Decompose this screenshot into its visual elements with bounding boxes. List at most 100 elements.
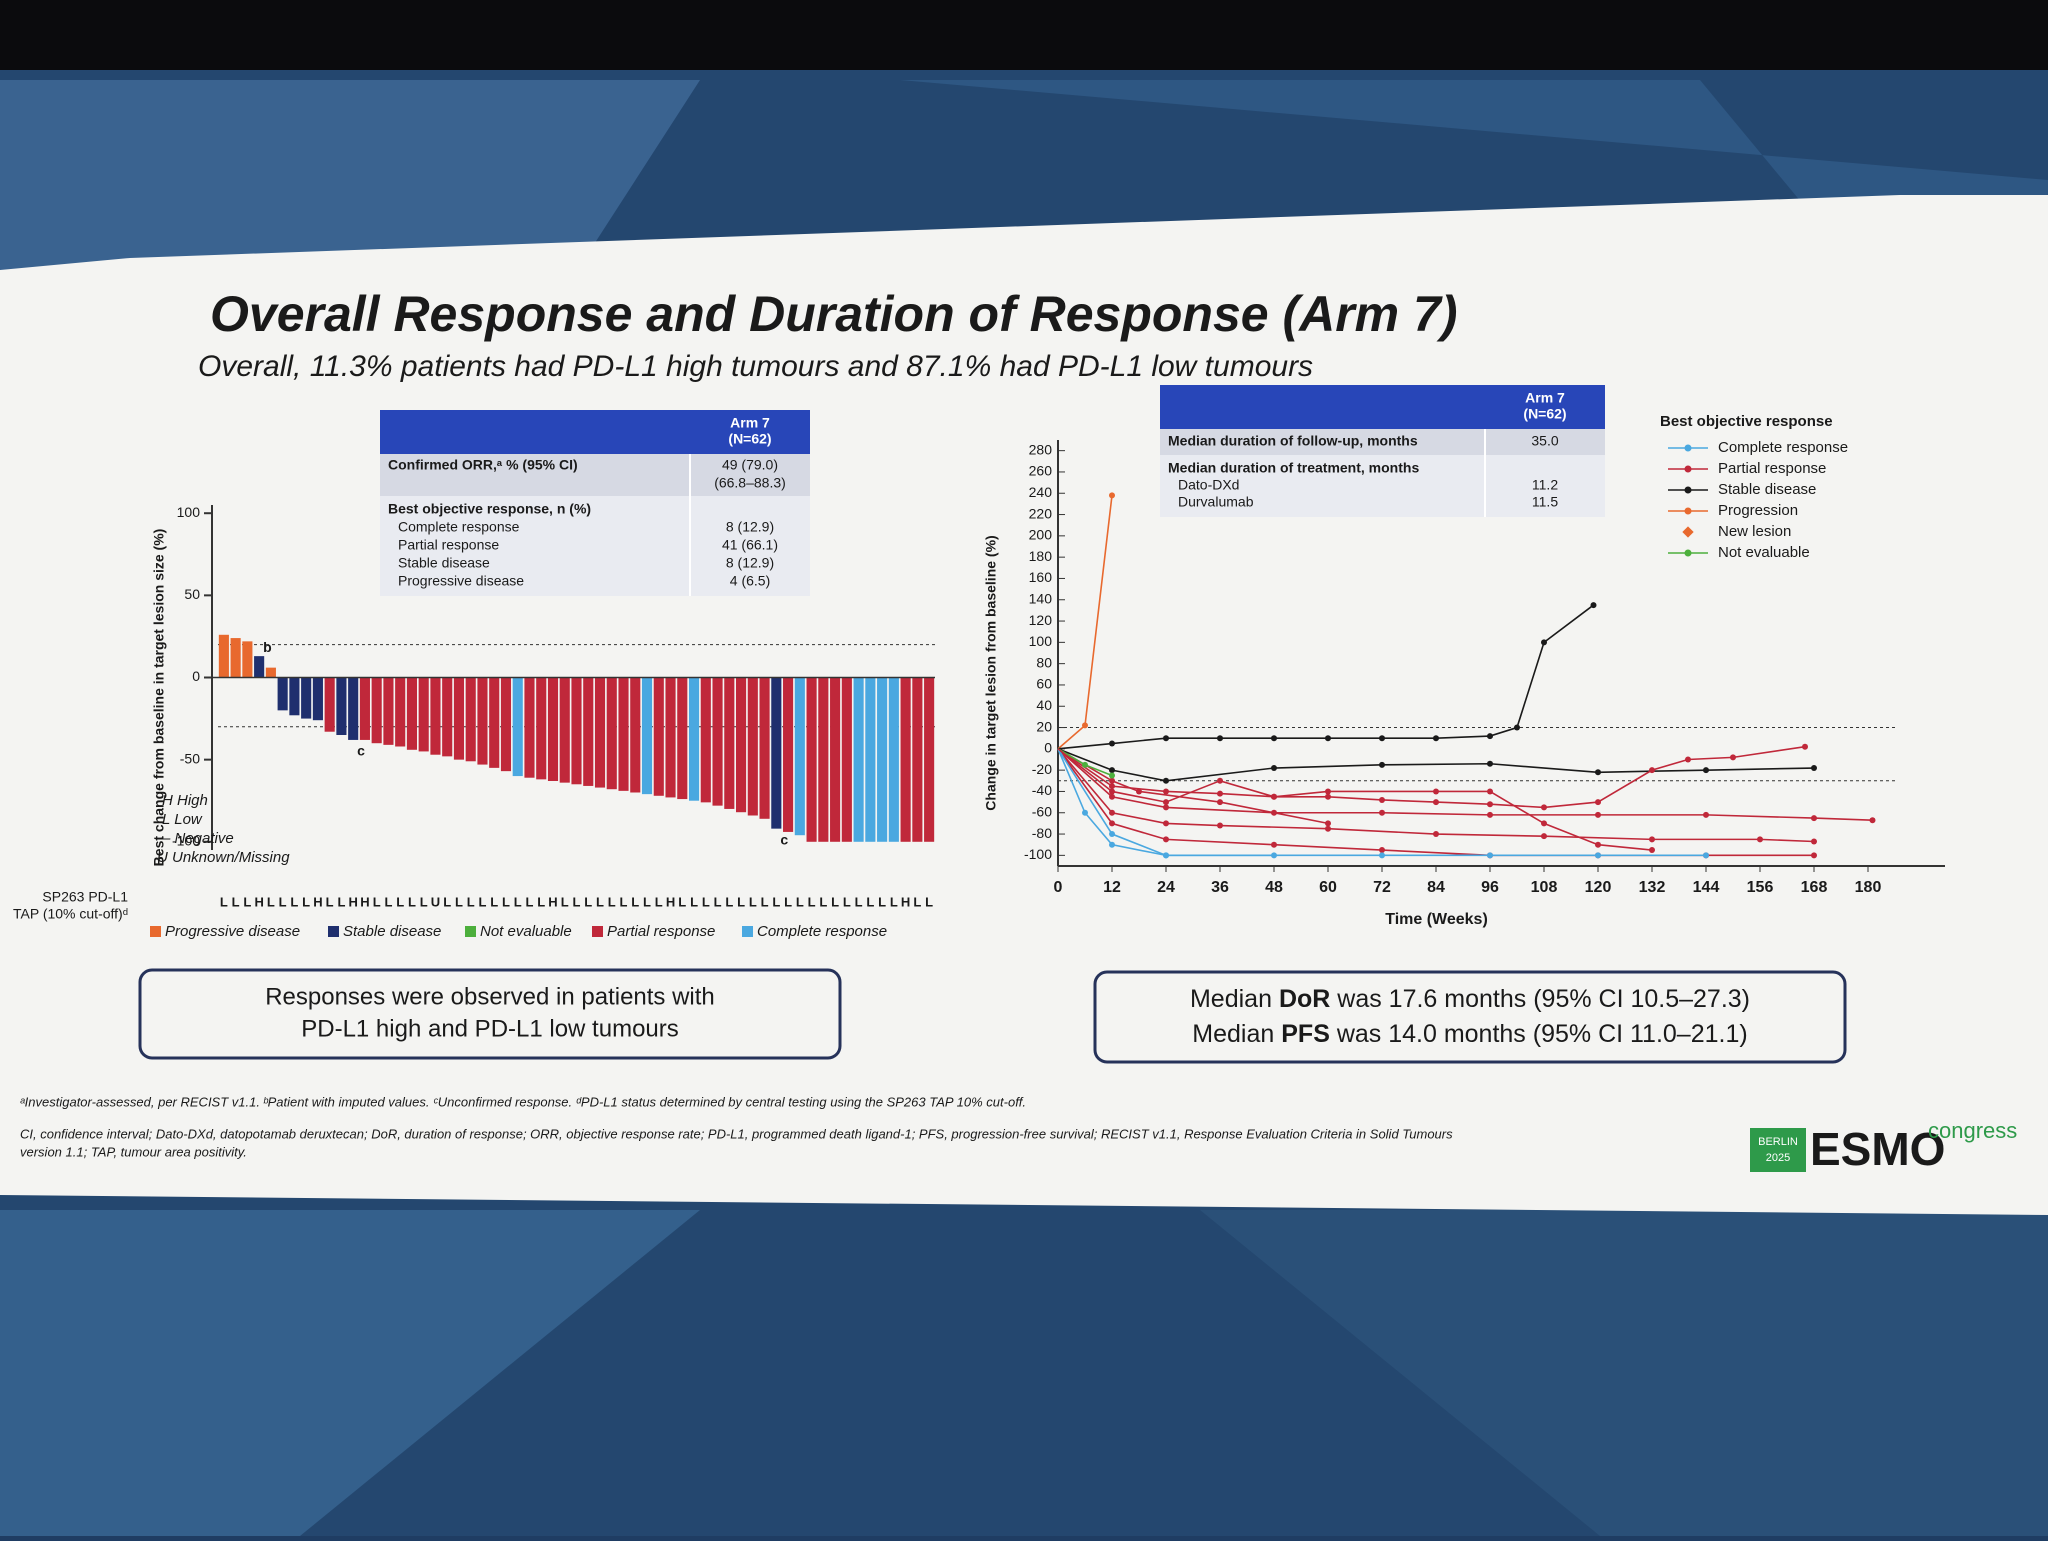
pdl1-status: L	[702, 894, 710, 909]
bar	[724, 677, 735, 809]
pdl1-label: SP263 PD-L1	[42, 889, 128, 905]
bar	[547, 677, 559, 781]
footnote: ᵃInvestigator-assessed, per RECIST v1.1.…	[20, 1094, 1026, 1109]
pdl1-status: L	[737, 894, 745, 909]
bar	[736, 677, 747, 813]
response-point	[1325, 788, 1331, 795]
bar	[524, 677, 535, 778]
pdl1-status: L	[490, 894, 498, 909]
y-tick-label: 220	[1029, 505, 1053, 521]
response-point	[1163, 777, 1169, 784]
legend-label: Stable disease	[1718, 481, 1816, 498]
bar	[641, 677, 653, 795]
summary-part: PFS	[1281, 1020, 1330, 1048]
pdl1-status: L	[620, 894, 628, 909]
y-tick-label: -80	[1032, 825, 1052, 841]
bar	[371, 677, 382, 744]
legend-marker	[1682, 526, 1694, 538]
response-point	[1109, 740, 1115, 747]
legend-label: Partial response	[607, 923, 715, 940]
pdl1-status: L	[396, 894, 404, 909]
pdl1-status: L	[326, 894, 334, 909]
table-row	[380, 454, 810, 496]
response-point	[1487, 811, 1493, 818]
pdl1-status: L	[514, 894, 522, 909]
summary-text: PD-L1 high and PD-L1 low tumours	[301, 1015, 679, 1042]
pdl1-status: L	[796, 894, 804, 909]
bar	[606, 677, 617, 790]
response-point	[1163, 788, 1169, 795]
y-tick-label: -50	[180, 750, 200, 766]
table-value: 4 (6.5)	[730, 573, 770, 589]
response-point	[1271, 765, 1277, 772]
response-point	[1379, 735, 1385, 742]
response-point	[1109, 841, 1115, 848]
footnote: CI, confidence interval; Dato-DXd, datop…	[20, 1126, 1453, 1141]
bar	[888, 677, 899, 842]
legend-label: Stable disease	[343, 923, 441, 940]
response-point	[1217, 822, 1223, 829]
response-line	[1057, 604, 1594, 750]
bar	[818, 677, 829, 842]
bar	[583, 677, 594, 786]
table-row	[1160, 455, 1605, 517]
legend-swatch	[592, 926, 603, 937]
slide-title: Overall Response and Duration of Respons…	[210, 286, 1458, 342]
legend-label: Progressive disease	[165, 923, 300, 940]
legend-label: Complete response	[757, 923, 887, 940]
response-point	[1487, 788, 1493, 795]
y-tick-label: 240	[1029, 484, 1053, 500]
y-tick-label: 80	[1036, 654, 1052, 670]
y-tick-label: 140	[1029, 590, 1053, 606]
response-point	[1802, 743, 1808, 750]
response-point	[1325, 820, 1331, 827]
response-point	[1271, 735, 1277, 742]
pdl1-status: L	[808, 894, 816, 909]
pdl1-status: L	[690, 894, 698, 909]
response-point	[1649, 767, 1655, 774]
response-point	[1703, 767, 1709, 774]
footnote: version 1.1; TAP, tumour area positivity…	[20, 1144, 247, 1159]
legend-marker	[1684, 507, 1692, 515]
table-header-text: Arm 7	[1525, 390, 1565, 406]
response-point	[1595, 811, 1601, 818]
pdl1-status: L	[573, 894, 581, 909]
response-point	[1685, 756, 1691, 763]
logo-city: BERLIN	[1758, 1136, 1798, 1148]
pdl1-status: L	[478, 894, 486, 909]
y-tick-label: 100	[1029, 633, 1053, 649]
pdl1-status: L	[267, 894, 275, 909]
bar	[242, 641, 253, 678]
response-point	[1433, 831, 1439, 838]
bar	[230, 638, 241, 678]
x-axis-label: Time (Weeks)	[1385, 911, 1488, 928]
y-tick-label: 0	[1044, 740, 1052, 756]
bar	[700, 677, 711, 803]
response-point	[1379, 809, 1385, 816]
bar	[877, 677, 888, 842]
response-line	[1057, 748, 1873, 822]
pdl1-status: L	[655, 894, 663, 909]
bar	[336, 677, 347, 735]
table-row	[1160, 429, 1605, 455]
pdl1-status: L	[243, 894, 251, 909]
table-header	[380, 410, 810, 454]
key-item: H High	[162, 792, 208, 809]
table-value: 8 (12.9)	[726, 519, 774, 535]
table-header-text: (N=62)	[1523, 406, 1566, 422]
bar	[594, 677, 606, 788]
bar	[559, 677, 570, 783]
y-axis-label: Best change from baseline in target lesi…	[151, 529, 167, 867]
table-label: Best objective response, n (%)	[388, 501, 591, 517]
x-tick-label: 96	[1481, 879, 1499, 896]
response-point	[1379, 761, 1385, 768]
response-point	[1217, 735, 1223, 742]
pdl1-status: L	[913, 894, 921, 909]
summary-part: was 14.0 months (95% CI 11.0–21.1)	[1330, 1020, 1748, 1048]
response-point	[1325, 735, 1331, 742]
pdl1-status: L	[784, 894, 792, 909]
bar	[900, 677, 911, 842]
bar	[830, 677, 841, 842]
logo-badge	[1750, 1128, 1806, 1172]
